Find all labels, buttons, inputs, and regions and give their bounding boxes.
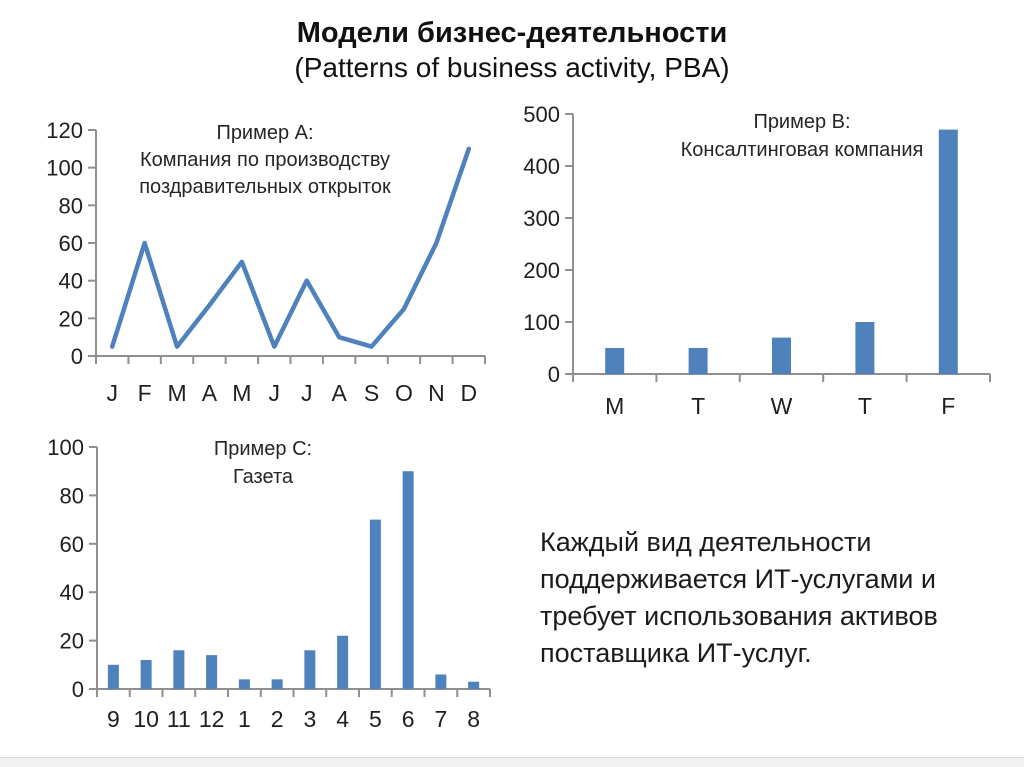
slide-header: Модели бизнес-деятельности (Patterns of … [0,16,1024,85]
x-category-label: 7 [434,706,447,732]
chart-title-line: Пример C: [214,438,312,460]
chart-example-b: 0 100 200 300 400 500 M T W T F Пример B: Консалтинг… [505,100,1024,432]
x-category-label: T [858,393,872,419]
chart-example-c: 0 20 40 60 80 100 9 10 11 12 1 2 3 4 5 6 7 8 Пример C: Газе… [15,423,515,745]
y-axis-label: 0 [72,677,84,702]
y-axis-label: 300 [523,206,560,231]
chart-title-line: Пример B: [753,111,850,133]
series-line [109,146,472,349]
bar [140,659,152,689]
x-category-label: J [301,380,313,406]
x-category-label: F [941,393,955,419]
y-axis-label: 60 [59,231,83,256]
x-category-label: 8 [467,706,480,732]
x-category-label: 6 [402,706,415,732]
bar [238,679,250,689]
y-axis-label: 40 [60,580,84,605]
bar [369,519,381,689]
y-axis-label: 100 [47,435,84,460]
y-axis-label: 100 [523,310,560,335]
bar [435,674,447,689]
bar-chart-example-b: 0 100 200 300 400 500 M T W T F Пример B: Консалтинг… [523,102,991,419]
x-category-label: 1 [238,706,251,732]
chart-example-a: 0 20 40 60 80 100 120 J F M A M J J A S O N D Пример A: Комп… [15,103,505,415]
note-line: Каждый вид деятельности [540,527,872,557]
slide-subtitle: (Patterns of business activity, PBA) [294,52,730,83]
x-category-label: 3 [303,706,316,732]
chart-title-line: Газета [233,466,294,488]
x-category-label: 5 [369,706,382,732]
y-axis-label: 0 [548,362,560,387]
bar [107,664,119,689]
x-category-label: 2 [271,706,284,732]
y-axis-label: 500 [523,102,560,127]
x-category-label: O [395,380,413,406]
x-category-label: A [202,380,218,406]
x-category-label: W [771,393,793,419]
y-axis-label: 20 [59,306,83,331]
x-category-label: M [232,380,251,406]
bar [688,348,708,374]
x-category-label: 12 [199,706,225,732]
y-axis-label: 80 [59,193,83,218]
x-category-label: F [138,380,152,406]
x-category-label: A [331,380,347,406]
bar [468,681,480,689]
y-axis-label: 100 [46,156,83,181]
bar [605,348,625,374]
y-axis-label: 0 [71,344,83,369]
chart-title-line: поздравительных открыток [139,176,391,198]
chart-title-line: Пример A: [216,122,313,144]
bar [173,650,185,689]
x-category-label: D [460,380,477,406]
x-category-label: M [167,380,186,406]
bar [304,650,316,689]
bar [772,337,791,374]
y-axis-label: 400 [523,154,560,179]
note-text: Каждый вид деятельности поддерживается И… [540,524,980,672]
y-axis-label: 120 [46,118,83,143]
y-axis-label: 40 [59,269,83,294]
x-category-label: J [269,380,281,406]
x-category-label: T [691,393,705,419]
chart-title-line: Компания по производству [140,149,390,171]
bar [855,322,875,374]
x-category-label: 4 [336,706,349,732]
x-category-label: 11 [167,706,191,732]
x-category-label: N [428,380,445,406]
bar [271,679,283,689]
note-line: поставщика ИТ-услуг. [540,638,812,668]
y-axis-label: 80 [60,483,84,508]
y-axis-label: 200 [523,258,560,283]
x-category-label: 9 [107,706,120,732]
chart-title-line: Консалтинговая компания [681,139,924,161]
y-axis-label: 60 [60,532,84,557]
x-category-label: 10 [133,706,159,732]
slide-bottom-edge [0,757,1024,767]
bar [337,635,349,689]
bar [206,655,218,689]
bar [938,129,958,374]
note-line: поддерживается ИТ-услугами и [540,564,936,594]
slide-title: Модели бизнес-деятельности [296,17,728,49]
x-category-label: J [106,380,118,406]
x-category-label: M [605,393,624,419]
bar [402,471,414,689]
y-axis-label: 20 [60,629,84,654]
x-category-label: S [364,380,379,406]
note-line: требует использования активов [540,601,938,631]
